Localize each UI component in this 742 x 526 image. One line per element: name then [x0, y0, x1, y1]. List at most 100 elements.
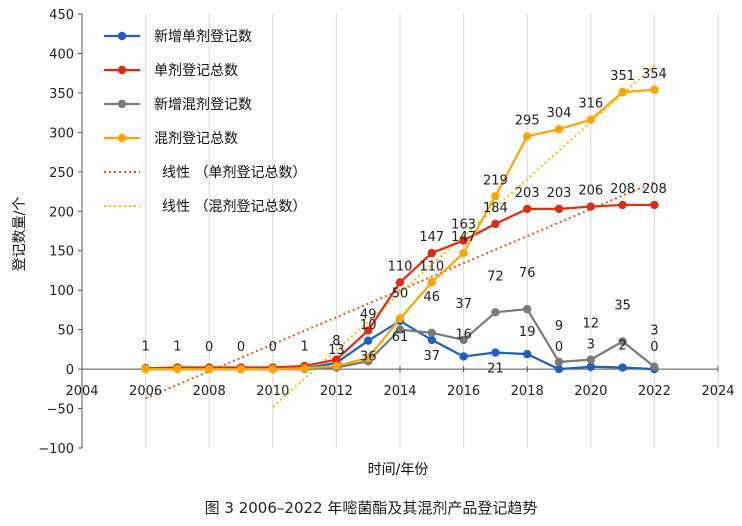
- data-label: 10: [360, 318, 377, 333]
- x-tick-label: 2010: [256, 384, 289, 399]
- data-point: [332, 355, 341, 364]
- x-tick-label: 2020: [574, 384, 607, 399]
- y-axis-title: 登记数量/个: [12, 197, 28, 272]
- data-point: [618, 200, 627, 210]
- data-label: 0: [205, 340, 213, 355]
- legend-entry-4: 混剂登记总数: [154, 131, 238, 147]
- data-point: [523, 132, 532, 141]
- data-point: [554, 364, 564, 374]
- data-label: 203: [547, 186, 572, 201]
- y-tick-label: 0: [66, 363, 74, 378]
- data-point: [395, 278, 405, 287]
- data-point: [554, 125, 564, 134]
- data-label: 0: [269, 340, 277, 355]
- y-tick-label: 100: [49, 284, 74, 299]
- data-label: 295: [515, 113, 540, 128]
- data-label: 36: [360, 350, 377, 365]
- data-point: [268, 364, 277, 374]
- data-point: [141, 364, 150, 374]
- data-point: [650, 85, 659, 94]
- data-label: 184: [483, 201, 508, 216]
- data-label: 354: [642, 67, 667, 82]
- data-point: [650, 200, 659, 210]
- data-point: [618, 363, 627, 372]
- y-tick-label: 50: [57, 324, 74, 339]
- data-label: 37: [455, 297, 472, 312]
- x-tick-label: 2024: [701, 384, 734, 399]
- data-point: [364, 326, 373, 335]
- data-point: [459, 248, 468, 258]
- data-point: [364, 336, 373, 345]
- data-label: 0: [237, 340, 245, 355]
- data-label: 9: [555, 319, 563, 334]
- data-label: 147: [419, 230, 444, 245]
- data-point: [364, 353, 373, 363]
- x-tick-label: 2006: [129, 384, 162, 399]
- y-tick-label: −50: [47, 403, 74, 418]
- data-point: [618, 337, 627, 346]
- y-tick-labels: −100 −50 0 50 100 150 200 250 300 350 400 450: [38, 8, 74, 457]
- data-point: [586, 115, 595, 124]
- data-label: 76: [519, 266, 536, 281]
- data-point: [427, 248, 436, 258]
- data-label: 163: [451, 217, 476, 232]
- y-tick-label: 350: [49, 87, 74, 102]
- data-point: [300, 364, 309, 373]
- data-point: [618, 87, 627, 97]
- y-tick-label: 150: [49, 245, 74, 260]
- figure-caption: 图 3 2006–2022 年嘧菌酯及其混剂产品登记趋势: [205, 499, 538, 517]
- data-point: [523, 304, 532, 314]
- data-label: 1: [300, 339, 308, 354]
- x-tick-label: 2014: [383, 384, 416, 399]
- data-label: 0: [650, 340, 658, 355]
- data-label: 35: [614, 298, 631, 313]
- data-point: [554, 357, 564, 367]
- legend-entry-5: 线性 （单剂登记总数）: [162, 165, 306, 181]
- y-axis: [78, 13, 83, 449]
- data-label: 3: [650, 324, 658, 339]
- data-label: 49: [360, 307, 377, 322]
- series-group: [141, 85, 659, 374]
- data-label: 46: [424, 290, 441, 305]
- data-point: [332, 361, 341, 371]
- data-point: [427, 278, 436, 287]
- data-point: [173, 364, 182, 374]
- legend-swatch-marker: [117, 65, 127, 75]
- data-point: [491, 219, 500, 229]
- y-tick-label: 200: [49, 205, 74, 220]
- x-tick-label: 2016: [447, 384, 480, 399]
- gridlines: [145, 14, 719, 448]
- data-label: 8: [332, 334, 340, 349]
- data-label: 12: [583, 317, 600, 332]
- data-point: [586, 362, 595, 371]
- y-tick-label: 450: [49, 8, 74, 23]
- data-point: [205, 364, 214, 374]
- data-point: [427, 335, 436, 345]
- legend-swatch-marker: [117, 99, 127, 109]
- legend-entry-6: 线性 （混剂登记总数）: [162, 199, 306, 215]
- data-label: 304: [547, 106, 572, 121]
- data-point: [395, 325, 405, 334]
- data-label: 110: [388, 259, 413, 274]
- legend-entry-1: 新增单剂登记数: [154, 29, 252, 45]
- x-tick-label: 2022: [638, 384, 671, 399]
- data-point: [586, 355, 595, 364]
- data-label: 206: [578, 184, 603, 199]
- data-label: 351: [610, 69, 635, 84]
- x-tick-label: 2008: [193, 384, 226, 399]
- x-tick-labels: 2004 2006 2008 2010 2012 2014 2016 2018 2020 2022…: [65, 384, 734, 399]
- data-label: 37: [424, 349, 441, 364]
- data-point: [459, 352, 468, 361]
- data-label: 72: [487, 269, 504, 284]
- y-tick-label: −100: [38, 442, 74, 457]
- data-point: [554, 204, 564, 214]
- data-label: 61: [392, 330, 409, 345]
- data-point: [427, 328, 436, 337]
- legend-entry-3: 新增混剂登记数: [154, 97, 252, 113]
- data-label: 0: [555, 340, 563, 355]
- data-label: 19: [519, 325, 536, 340]
- data-label: 50: [392, 287, 409, 302]
